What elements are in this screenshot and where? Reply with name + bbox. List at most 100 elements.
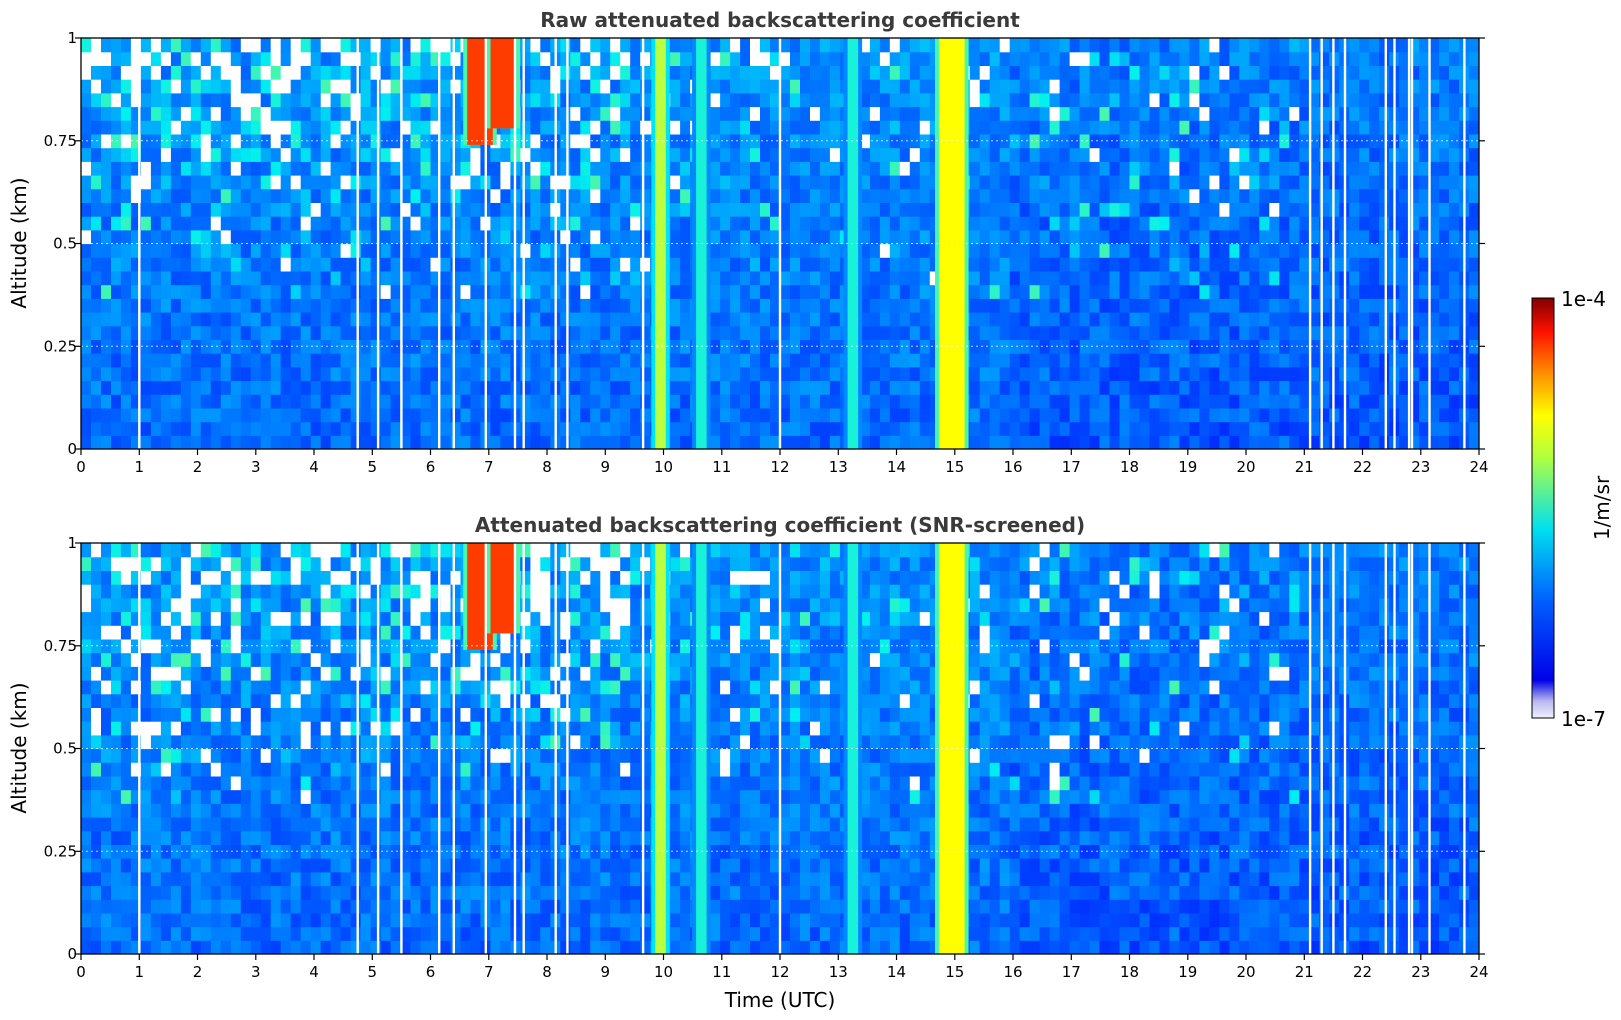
heatmap-cell [919, 312, 931, 327]
heatmap-cell [250, 312, 262, 327]
heatmap-cell [1159, 92, 1171, 108]
heatmap-cell [1349, 79, 1360, 94]
heatmap-cell [1009, 133, 1021, 149]
heatmap-cell [1149, 51, 1161, 66]
heatmap-cell [260, 666, 272, 681]
heatmap-cell [120, 625, 132, 640]
heatmap-cell [1179, 366, 1190, 382]
heatmap-cell [140, 175, 152, 190]
heatmap-cell [1179, 106, 1190, 121]
heatmap-cell [500, 366, 511, 382]
heatmap-cell [130, 584, 142, 599]
heatmap-cell [730, 243, 741, 258]
heatmap-cell [780, 394, 791, 409]
heatmap-cell [440, 216, 452, 231]
heatmap-cell [180, 940, 192, 954]
heatmap-cell [640, 229, 651, 245]
heatmap-cell [640, 284, 651, 299]
heatmap-cell [1149, 380, 1161, 395]
heatmap-cell [140, 597, 152, 613]
heatmap-cell [270, 106, 282, 121]
heatmap-cell [909, 120, 921, 135]
heatmap-cell [180, 570, 192, 585]
heatmap-cell [380, 106, 392, 121]
heatmap-cell [889, 366, 901, 382]
heatmap-cell [720, 394, 731, 409]
heatmap-cell [1439, 51, 1450, 66]
heatmap-cell [610, 92, 621, 108]
heatmap-cell [190, 38, 202, 53]
heatmap-cell [1029, 229, 1041, 245]
heatmap-cell [280, 435, 292, 449]
heatmap-cell [460, 270, 472, 286]
heatmap-cell [270, 570, 282, 585]
heatmap-cell [969, 161, 981, 176]
heatmap-cell [290, 51, 302, 66]
heatmap-cell [1309, 216, 1320, 231]
heatmap-cell [340, 353, 352, 368]
heatmap-cell [869, 51, 881, 66]
heatmap-cell [1039, 380, 1051, 395]
heatmap-cell [640, 435, 651, 449]
heatmap-cell [1429, 38, 1440, 53]
heatmap-cell [230, 421, 242, 436]
heatmap-cell [1029, 298, 1041, 313]
heatmap-cell [470, 229, 481, 245]
heatmap-cell [770, 65, 781, 80]
heatmap-cell [710, 339, 721, 354]
heatmap-cell [101, 243, 112, 258]
heatmap-cell [140, 394, 152, 409]
heatmap-cell [160, 229, 172, 245]
heatmap-cell [680, 339, 691, 354]
heatmap-cell [869, 65, 881, 80]
heatmap-cell [560, 133, 571, 149]
heatmap-cell [869, 257, 881, 272]
heatmap-cell [81, 543, 92, 558]
heatmap-cell [1109, 366, 1121, 382]
heatmap-cell [1419, 92, 1430, 108]
heatmap-cell [500, 339, 511, 354]
heatmap-cell [180, 38, 192, 53]
heatmap-cell [190, 611, 202, 626]
heatmap-cell [730, 339, 741, 354]
heatmap-cell [1119, 147, 1131, 162]
heatmap-cell [330, 106, 342, 121]
heatmap-cell [1289, 92, 1300, 108]
heatmap-cell [290, 407, 302, 423]
heatmap-cell [1229, 65, 1240, 80]
heatmap-cell [979, 51, 991, 66]
heatmap-cell [680, 435, 691, 449]
heatmap-cell [1069, 161, 1081, 176]
heatmap-cell [490, 421, 501, 436]
heatmap-cell [979, 92, 991, 108]
heatmap-cell [999, 353, 1011, 368]
heatmap-cell [410, 339, 422, 354]
heatmap-cell [969, 298, 981, 313]
heatmap-cell [1289, 229, 1300, 245]
heatmap-cell [909, 366, 921, 382]
heatmap-cell [720, 188, 731, 203]
heatmap-cell [160, 106, 172, 121]
heatmap-cell [1419, 133, 1430, 149]
heatmap-cell [1449, 175, 1460, 190]
data-gap [1332, 38, 1335, 449]
heatmap-cell [909, 353, 921, 368]
heatmap-cell [360, 51, 372, 66]
heatmap-cell [1419, 270, 1430, 286]
heatmap-cell [859, 79, 871, 94]
heatmap-cell [150, 762, 162, 777]
heatmap-cell [1209, 133, 1220, 149]
heatmap-cell [1129, 407, 1141, 423]
heatmap-cell [230, 570, 242, 585]
heatmap-cell [150, 298, 162, 313]
heatmap-cell [869, 147, 881, 162]
heatmap-cell [170, 570, 182, 585]
heatmap-cell [330, 229, 342, 245]
heatmap-cell [730, 380, 741, 395]
heatmap-cell [180, 312, 192, 327]
heatmap-cell [81, 611, 92, 626]
heatmap-cell [1159, 202, 1171, 217]
heatmap-cell [1269, 92, 1280, 108]
heatmap-cell [180, 597, 192, 613]
heatmap-cell [190, 584, 202, 599]
